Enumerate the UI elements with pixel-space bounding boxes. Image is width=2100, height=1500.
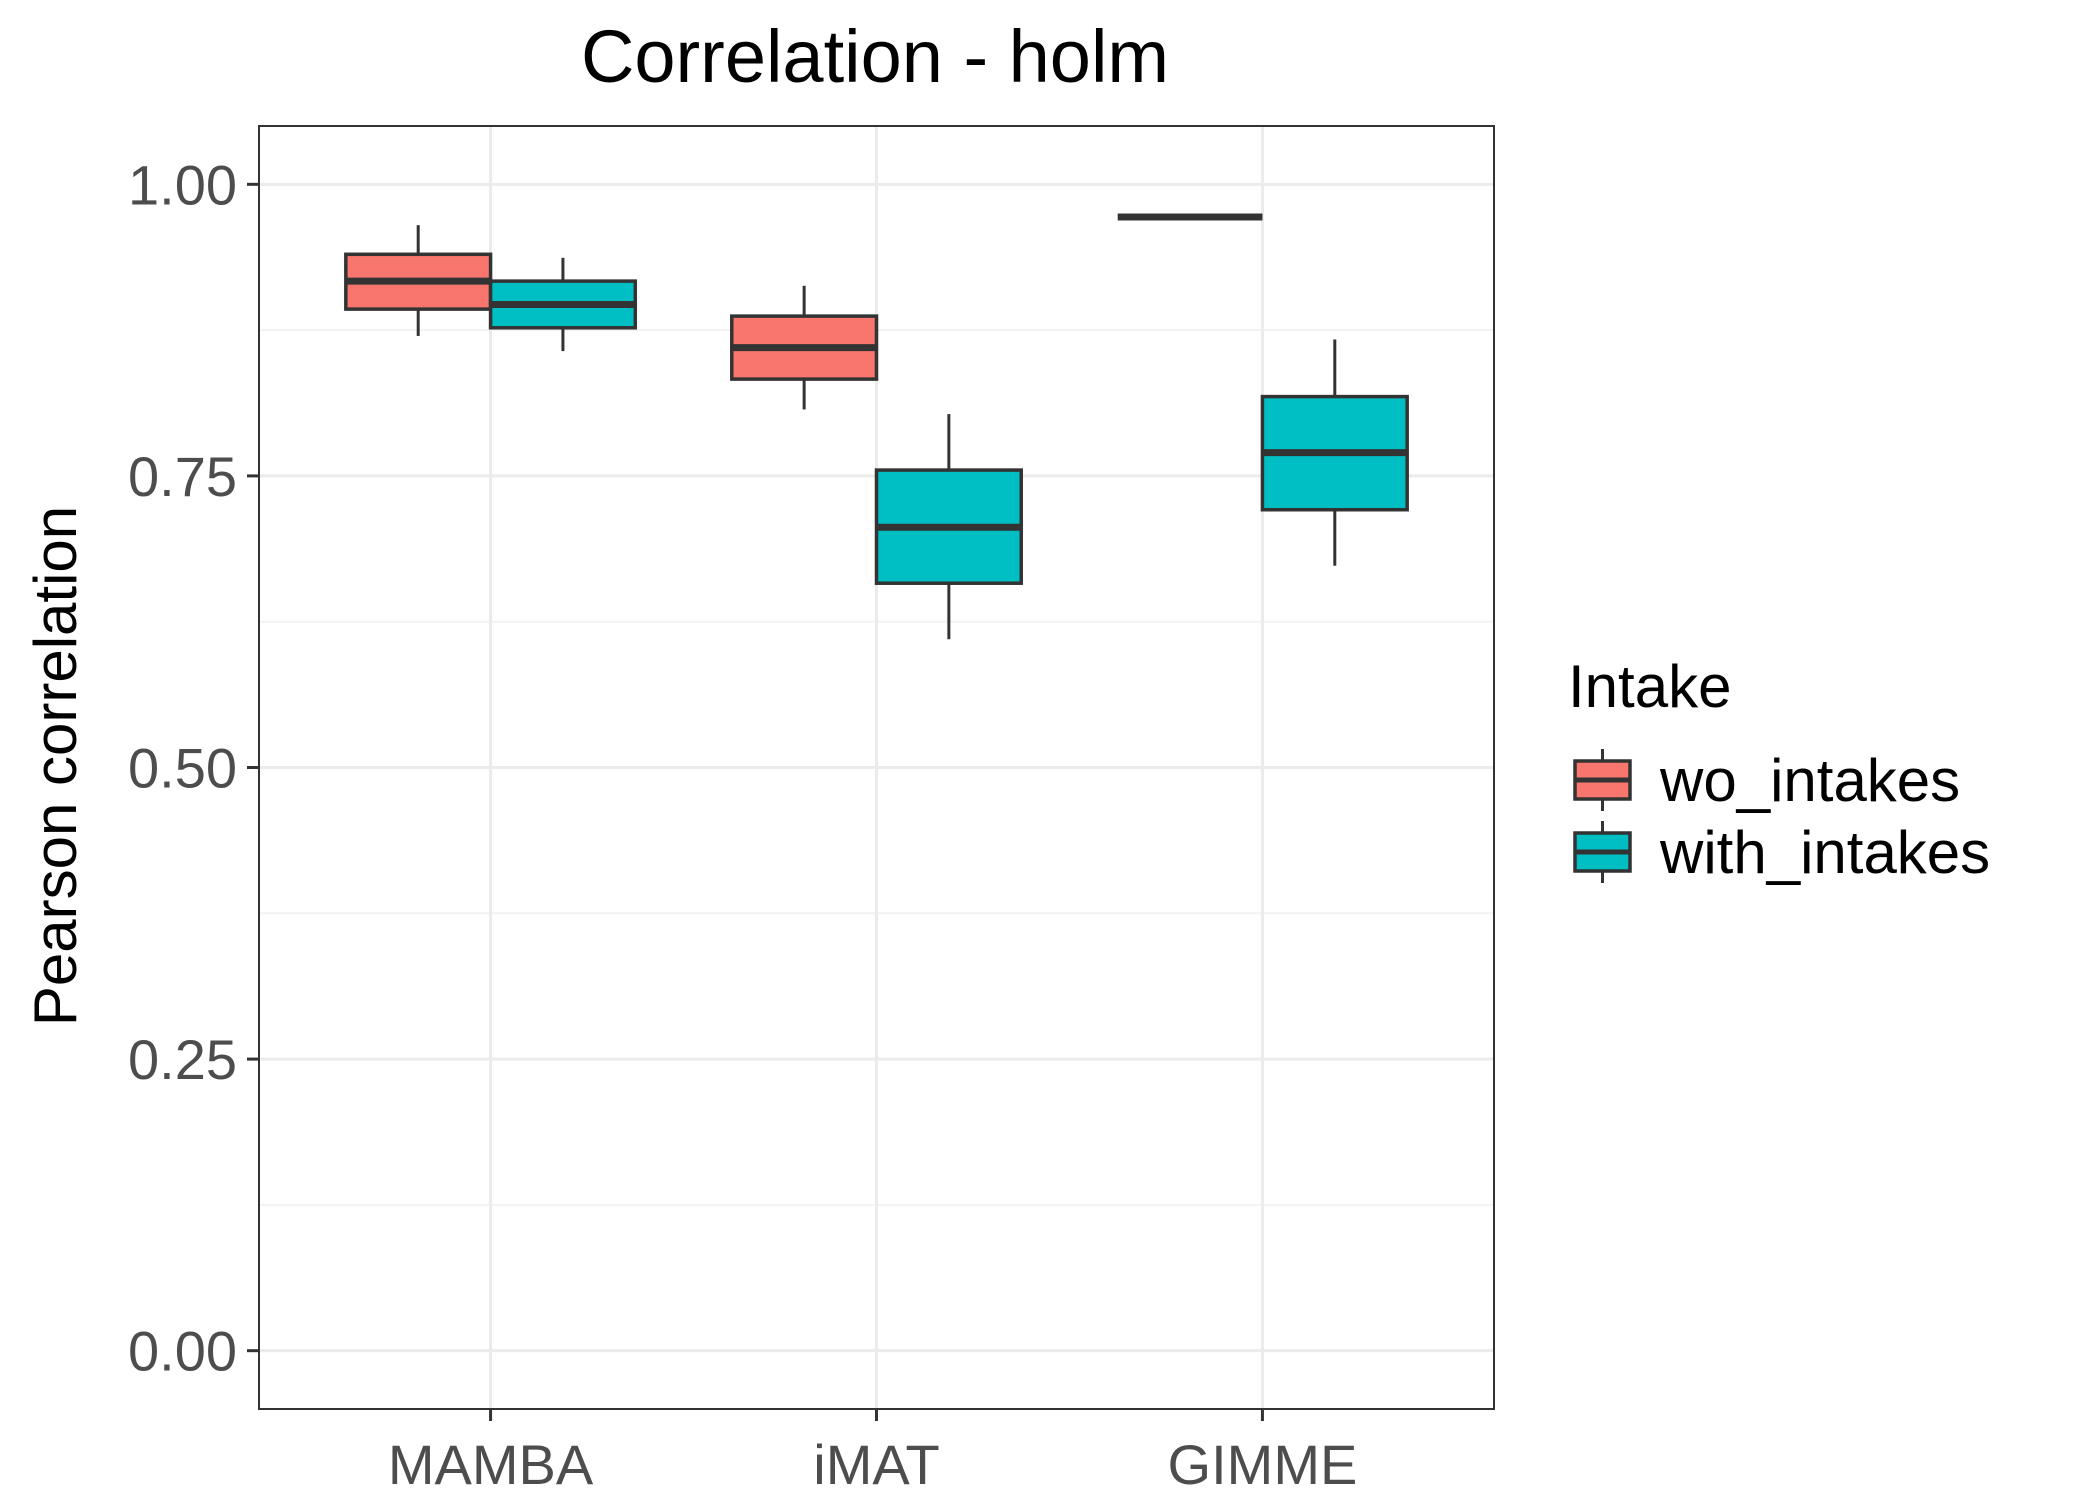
y-tick-label: 0.50	[128, 737, 237, 800]
box-with_intakes-MAMBA	[488, 257, 638, 352]
x-tick-label: GIMME	[1168, 1433, 1358, 1496]
legend-item-with_intakes: with_intakes	[1573, 819, 1990, 886]
y-axis-title: Pearson correlation	[22, 506, 89, 1026]
legend-title: Intake	[1568, 653, 1731, 720]
y-tick-label: 0.75	[128, 445, 237, 508]
box-plots	[344, 213, 1409, 640]
chart-title: Correlation - holm	[581, 15, 1169, 98]
x-tick-label: MAMBA	[388, 1433, 594, 1496]
box-with_intakes-iMAT	[874, 414, 1023, 640]
x-tick-label: iMAT	[813, 1433, 940, 1496]
y-tick-label: 0.00	[128, 1320, 237, 1383]
box-with_intakes-GIMME	[1260, 339, 1409, 566]
y-tick-label: 1.00	[128, 153, 237, 216]
box-wo_intakes-MAMBA	[344, 225, 493, 336]
legend-label: wo_intakes	[1659, 747, 1960, 814]
y-axis-ticks: 0.00 0.25 0.50 0.75 1.00	[128, 153, 259, 1383]
legend-label: with_intakes	[1659, 819, 1990, 886]
x-axis-ticks: MAMBA iMAT GIMME	[388, 1409, 1357, 1496]
y-tick-label: 0.25	[128, 1028, 237, 1091]
legend-item-wo_intakes: wo_intakes	[1573, 747, 1960, 814]
box-wo_intakes-iMAT	[730, 285, 879, 410]
